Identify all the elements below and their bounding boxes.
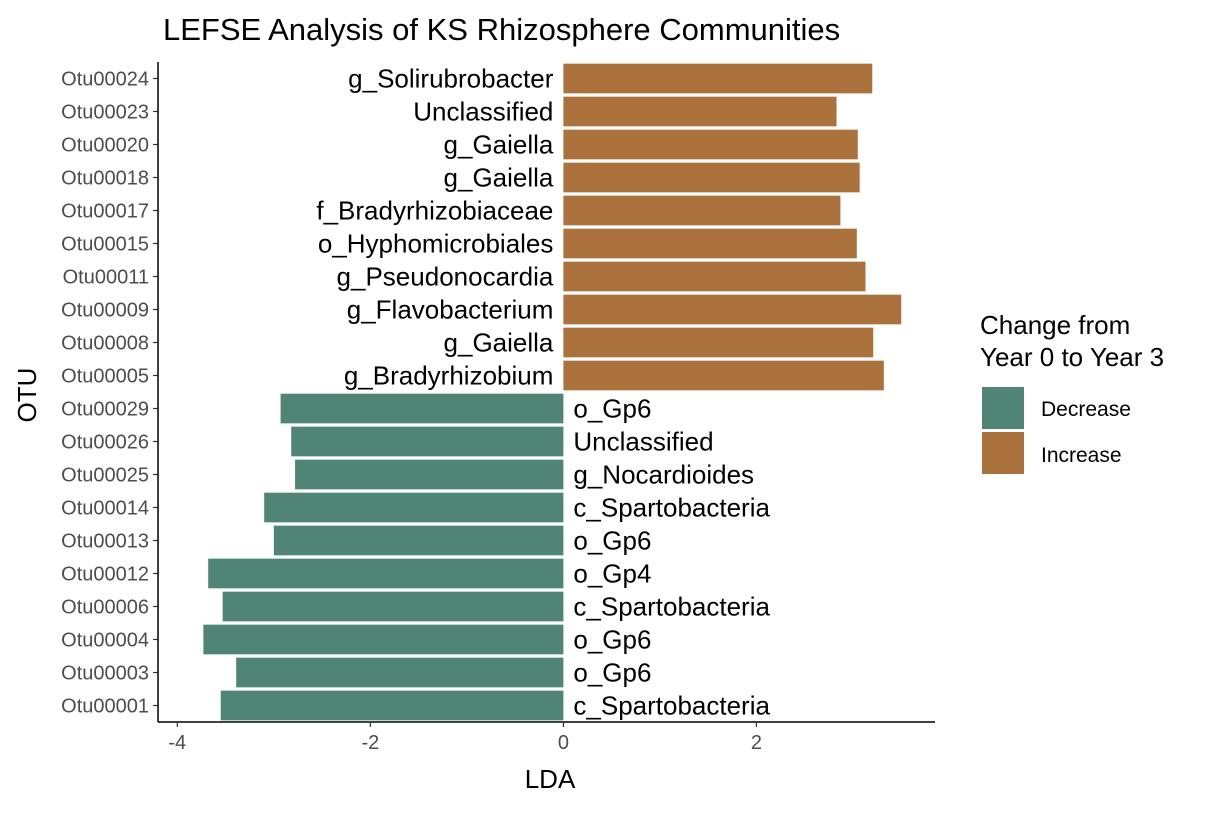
bar-label-otu00018: g_Gaiella (444, 163, 554, 193)
bar-label-otu00024: g_Solirubrobacter (348, 64, 554, 94)
y-tick-label-otu00012: Otu00012 (61, 564, 149, 586)
x-tick-label-3: 2 (751, 732, 762, 754)
y-tick-label-otu00015: Otu00015 (61, 234, 149, 256)
bar-otu00029 (280, 393, 564, 424)
y-tick-label-otu00023: Otu00023 (61, 102, 149, 124)
y-tick-label-otu00006: Otu00006 (61, 597, 149, 619)
bar-label-otu00025: g_Nocardioides (573, 460, 754, 490)
legend-key-decrease (982, 387, 1024, 429)
x-axis: -4 -2 0 2 (158, 721, 935, 754)
bar-label-otu00015: o_Hyphomicrobiales (318, 229, 554, 259)
bar-label-otu00012: o_Gp4 (573, 559, 651, 589)
y-tick-label-otu00025: Otu00025 (61, 465, 149, 487)
bar-label-otu00011: g_Pseudonocardia (337, 262, 554, 292)
bar-label-otu00020: g_Gaiella (444, 130, 554, 160)
y-tick-label-otu00011: Otu00011 (63, 267, 149, 289)
bar-labels-layer: g_SolirubrobacterUnclassifiedg_Gaiellag_… (316, 64, 770, 721)
bar-label-otu00013: o_Gp6 (573, 526, 651, 556)
bar-label-otu00014: c_Spartobacteria (573, 493, 770, 523)
legend-label-decrease: Decrease (1041, 398, 1131, 421)
x-tick-label-2: 0 (558, 732, 569, 754)
bar-otu00025 (295, 459, 564, 490)
chart-title: LEFSE Analysis of KS Rhizosphere Communi… (163, 12, 840, 47)
y-tick-label-otu00009: Otu00009 (61, 300, 149, 322)
bar-otu00006 (222, 591, 564, 622)
bar-otu00024 (563, 63, 873, 94)
y-axis: Otu00024 Otu00023 Otu00020 Otu00018 Otu00017… (61, 62, 159, 722)
y-tick-label-otu00024: Otu00024 (61, 69, 149, 91)
legend: Change from Year 0 to Year 3 Decrease In… (980, 310, 1164, 474)
bar-otu00020 (563, 129, 858, 160)
bar-label-otu00009: g_Flavobacterium (347, 295, 554, 325)
legend-title-line-1: Change from (980, 310, 1130, 340)
bar-label-otu00003: o_Gp6 (573, 658, 651, 688)
bar-otu00015 (563, 228, 857, 259)
bar-label-otu00001: c_Spartobacteria (573, 691, 770, 721)
legend-key-increase (982, 432, 1024, 474)
bars-layer (203, 63, 902, 721)
bar-otu00023 (563, 96, 837, 127)
bar-otu00001 (220, 690, 564, 721)
y-tick-label-otu00018: Otu00018 (61, 168, 149, 190)
bar-label-otu00029: o_Gp6 (573, 394, 651, 424)
bar-otu00018 (563, 162, 860, 193)
y-tick-label-otu00005: Otu00005 (61, 366, 149, 388)
bar-label-otu00008: g_Gaiella (444, 328, 554, 358)
x-tick-label-0: -4 (168, 732, 186, 754)
bar-label-otu00005: g_Bradyrhizobium (344, 361, 554, 391)
legend-title-line-2: Year 0 to Year 3 (980, 342, 1164, 372)
bar-otu00012 (208, 558, 564, 589)
y-tick-label-otu00017: Otu00017 (61, 201, 149, 223)
y-tick-label-otu00008: Otu00008 (61, 333, 149, 355)
bar-otu00009 (563, 294, 902, 325)
bar-label-otu00023: Unclassified (413, 97, 553, 127)
y-axis-title: OTU (12, 368, 42, 423)
bar-otu00011 (563, 261, 866, 292)
x-axis-title: LDA (525, 764, 576, 794)
bar-otu00003 (236, 657, 564, 688)
bar-otu00026 (291, 426, 564, 457)
y-tick-label-otu00001: Otu00001 (61, 696, 149, 718)
y-tick-label-otu00014: Otu00014 (61, 498, 149, 520)
bar-otu00014 (264, 492, 564, 523)
bar-label-otu00017: f_Bradyrhizobiaceae (316, 196, 553, 226)
y-tick-label-otu00013: Otu00013 (61, 531, 149, 553)
bar-label-otu00004: o_Gp6 (573, 625, 651, 655)
bar-otu00005 (563, 360, 884, 391)
bar-otu00017 (563, 195, 841, 226)
bar-label-otu00006: c_Spartobacteria (573, 592, 770, 622)
y-tick-label-otu00004: Otu00004 (61, 630, 149, 652)
y-tick-label-otu00003: Otu00003 (61, 663, 149, 685)
x-tick-label-1: -2 (361, 732, 379, 754)
bar-label-otu00026: Unclassified (573, 427, 713, 457)
y-tick-label-otu00026: Otu00026 (61, 432, 149, 454)
bar-otu00004 (203, 624, 564, 655)
legend-label-increase: Increase (1041, 444, 1122, 467)
y-tick-label-otu00020: Otu00020 (61, 135, 149, 157)
bar-otu00013 (273, 525, 564, 556)
y-tick-label-otu00029: Otu00029 (61, 399, 149, 421)
bar-otu00008 (563, 327, 874, 358)
